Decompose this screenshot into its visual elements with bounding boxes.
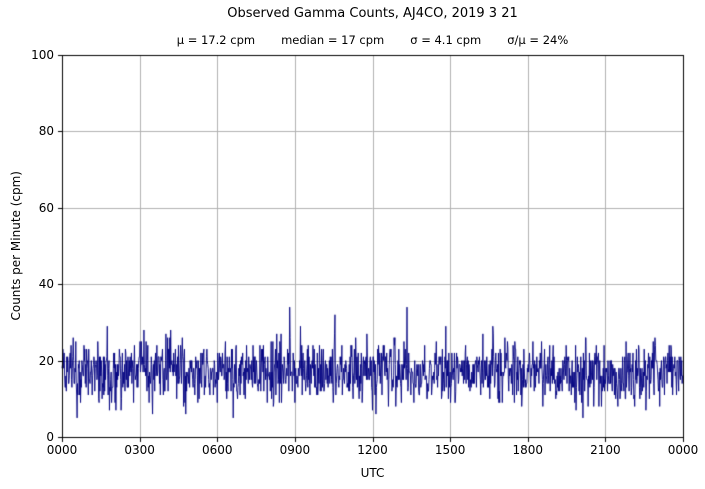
y-tick-label: 0	[46, 430, 54, 444]
y-tick-label: 80	[38, 124, 54, 139]
x-tick-label: 1500	[434, 443, 466, 457]
y-tick-label: 40	[38, 277, 54, 292]
x-tick-label: 0000	[667, 443, 699, 457]
y-axis-label: Counts per Minute (cpm)	[9, 171, 23, 321]
x-tick-label: 0000	[46, 443, 78, 457]
y-tick-label: 20	[38, 353, 54, 368]
y-tick-label: 60	[38, 200, 54, 215]
x-axis-label: UTC	[360, 466, 385, 480]
x-tick-label: 0900	[279, 443, 311, 457]
x-tick-label: 1200	[357, 443, 388, 457]
x-tick-label: 0300	[124, 443, 155, 457]
y-tick-label: 100	[31, 48, 54, 62]
y-axis-label-wrap: Counts per Minute (cpm)	[6, 55, 26, 437]
x-tick-label: 2100	[590, 443, 621, 457]
x-tick-label: 0600	[201, 443, 233, 457]
x-tick-label: 1800	[512, 443, 544, 457]
